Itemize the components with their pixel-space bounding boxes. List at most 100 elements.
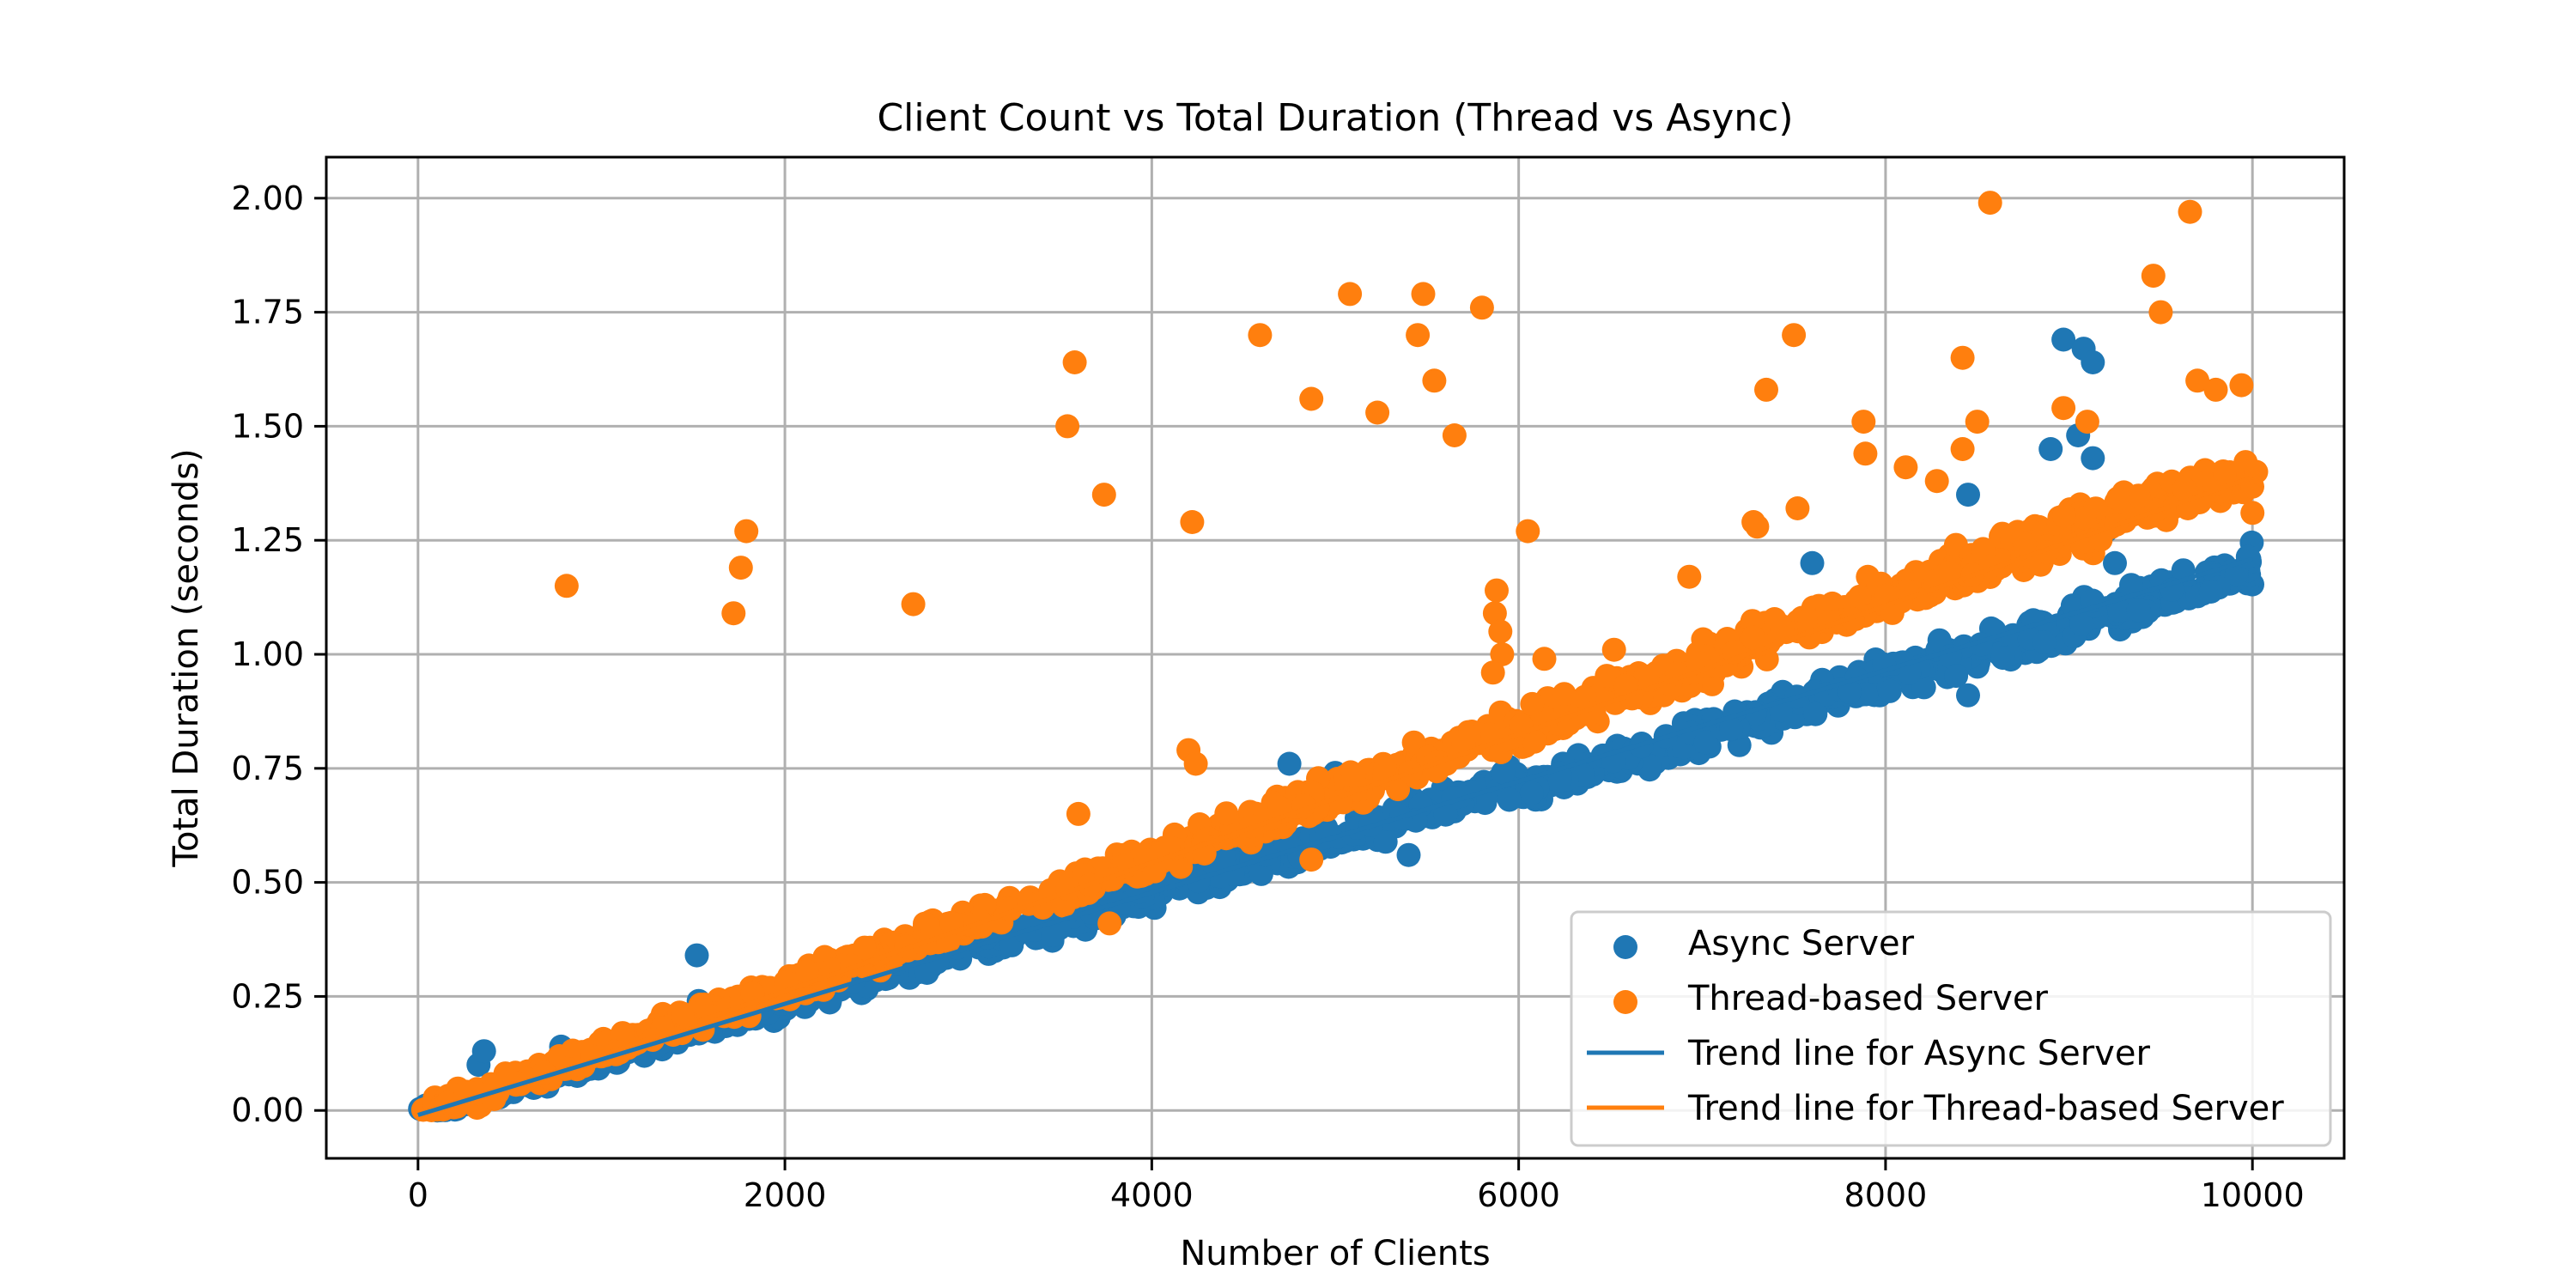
outlier-point [1183, 751, 1208, 776]
data-point [2105, 486, 2130, 511]
data-point [1497, 787, 1522, 812]
outlier-point [2081, 446, 2105, 471]
x-axis-label: Number of Clients [1180, 1234, 1490, 1273]
outlier-point [1299, 386, 1324, 411]
data-point [2107, 598, 2132, 623]
y-tick-label: 2.00 [231, 179, 304, 217]
data-point [2213, 462, 2237, 487]
trend-line-thread [416, 475, 2254, 1122]
data-point [2224, 562, 2249, 586]
x-tick-label: 2000 [744, 1176, 827, 1214]
x-tick-label: 4000 [1110, 1176, 1194, 1214]
outlier-point [2185, 368, 2210, 393]
outlier-point [1490, 642, 1515, 666]
legend-marker [1613, 935, 1637, 959]
y-tick-label: 1.75 [231, 294, 304, 331]
outlier-point [1785, 496, 1810, 520]
data-point [2126, 598, 2151, 623]
outlier-point [684, 943, 709, 968]
data-point [1373, 829, 1398, 854]
data-point [1741, 625, 1765, 650]
y-tick-label: 1.25 [231, 521, 304, 559]
outlier-point [1062, 350, 1087, 374]
y-tick-label: 1.50 [231, 407, 304, 445]
outlier-point [1924, 469, 1949, 494]
data-point [1595, 664, 1619, 689]
outlier-point [1055, 414, 1080, 439]
outlier-point [2038, 437, 2063, 461]
outlier-point [1338, 282, 1363, 307]
outlier-point [1488, 619, 1513, 644]
outlier-point [728, 556, 753, 580]
data-point [852, 935, 877, 960]
data-point [1637, 754, 1662, 779]
outlier-point [1893, 455, 1918, 480]
outlier-point [2148, 300, 2173, 325]
data-point [2072, 506, 2097, 531]
data-point [671, 1001, 695, 1026]
outlier-point [1066, 801, 1091, 826]
outlier-point [1482, 601, 1507, 626]
outlier-point [2203, 377, 2228, 402]
x-axis-ticks: 0 2000 4000 6000 8000 10000 [408, 1158, 2305, 1214]
y-axis-label: Total Duration (seconds) [167, 448, 206, 867]
x-tick-label: 10000 [2201, 1176, 2305, 1214]
outlier-point [721, 601, 746, 626]
outlier-point [2229, 373, 2254, 398]
data-point [1911, 675, 1936, 700]
outlier-point [2051, 327, 2076, 352]
outlier-point [901, 592, 926, 617]
outlier-point [2178, 199, 2202, 224]
data-point [1249, 861, 1273, 886]
data-point [1433, 802, 1458, 827]
data-point [1990, 646, 2015, 671]
legend-label: Trend line for Thread-based Server [1687, 1089, 2284, 1128]
legend-label: Trend line for Async Server [1687, 1034, 2150, 1073]
outlier-point [1978, 191, 2002, 216]
outlier-point [1442, 423, 1467, 447]
data-point [1838, 679, 1862, 704]
trend-lines [416, 475, 2254, 1122]
outlier-point [1277, 751, 1302, 776]
plot-frame [325, 155, 2346, 1160]
outlier-point [1097, 911, 1122, 936]
data-point [1214, 801, 1239, 826]
data-point [2012, 532, 2037, 556]
outlier-point [1754, 377, 1778, 402]
data-point [1770, 617, 1795, 641]
data-point [1519, 781, 1544, 805]
outlier-point [1745, 514, 1770, 539]
data-point [1547, 768, 1572, 793]
y-tick-label: 0.25 [231, 977, 304, 1015]
data-point [2172, 477, 2196, 501]
grid-lines [326, 157, 2344, 1158]
y-tick-label: 0.00 [231, 1091, 304, 1129]
outlier-point [1396, 842, 1421, 867]
outlier-point [554, 574, 579, 598]
data-point [1944, 664, 1969, 689]
data-point [1522, 729, 1546, 754]
outlier-point [1950, 345, 1975, 370]
data-point [2235, 544, 2260, 569]
outlier-point [2240, 501, 2265, 526]
data-point [611, 1021, 635, 1046]
legend-label: Async Server [1688, 924, 1915, 963]
outlier-point [1485, 578, 1509, 603]
data-point [2198, 580, 2223, 604]
data-point [2069, 611, 2094, 636]
outlier-point [1422, 368, 1447, 393]
data-point [1796, 607, 1821, 632]
outlier-point [1480, 660, 1505, 685]
data-point [1848, 584, 1872, 609]
data-point [1552, 682, 1577, 707]
outlier-point [1851, 410, 1876, 434]
data-point [1491, 760, 1516, 785]
outlier-point [1950, 437, 1975, 461]
outlier-point [1677, 564, 1702, 589]
data-point [1693, 730, 1718, 755]
x-tick-label: 6000 [1477, 1176, 1560, 1214]
x-tick-label: 0 [408, 1176, 428, 1214]
outlier-point [1248, 323, 1273, 348]
data-point [1520, 691, 1545, 716]
